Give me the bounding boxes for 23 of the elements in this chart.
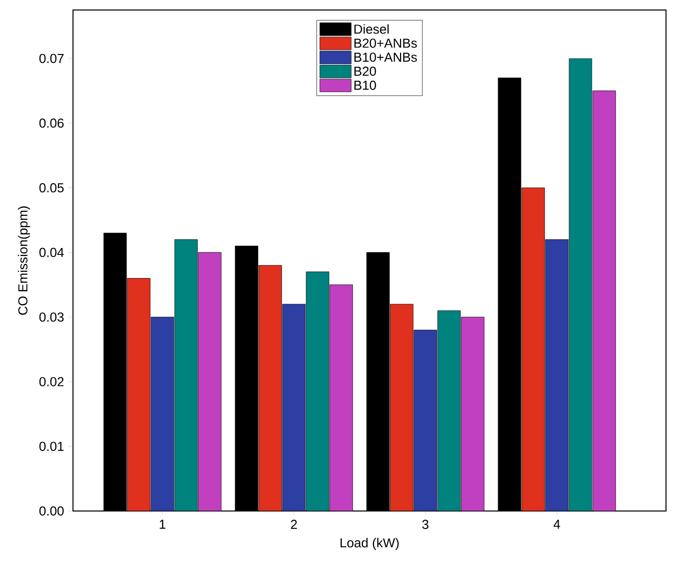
legend-label: B20+ANBs xyxy=(354,38,417,48)
bar xyxy=(390,304,414,511)
y-tick-label: 0.07 xyxy=(39,54,64,64)
x-tick-label: 1 xyxy=(160,520,166,529)
legend-label: B10+ANBs xyxy=(354,52,417,62)
legend-label: B10 xyxy=(354,80,376,90)
y-axis-title: CO Emission(ppm) xyxy=(18,206,30,315)
x-tick-label: 2 xyxy=(290,520,297,529)
x-axis-title: Load (kW) xyxy=(340,538,399,550)
y-tick-label: 0.00 xyxy=(39,506,64,516)
bar xyxy=(522,188,545,511)
x-tick-label: 3 xyxy=(422,520,428,530)
legend-label: Diesel xyxy=(354,24,389,34)
bar xyxy=(127,278,150,511)
legend-label: B20 xyxy=(354,66,376,76)
y-tick-label: 0.04 xyxy=(39,248,64,258)
bar xyxy=(258,265,282,511)
x-tick-label: 4 xyxy=(554,520,560,529)
y-tick-label: 0.03 xyxy=(39,312,64,322)
y-tick-label: 0.01 xyxy=(39,442,64,451)
y-tick-label: 0.05 xyxy=(39,183,64,192)
y-tick-label: 0.06 xyxy=(39,118,64,128)
y-tick-label: 0.02 xyxy=(39,377,64,386)
